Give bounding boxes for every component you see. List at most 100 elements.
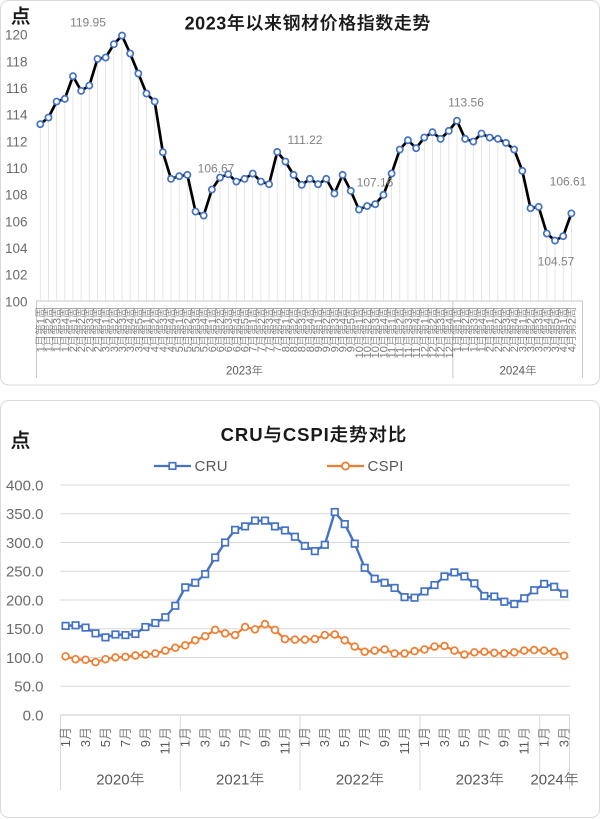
svg-text:2: 2 — [395, 318, 407, 324]
svg-text:3: 3 — [437, 740, 452, 747]
svg-text:116: 116 — [6, 81, 28, 96]
svg-text:5: 5 — [133, 318, 145, 324]
svg-text:102: 102 — [5, 268, 28, 283]
svg-text:3: 3 — [329, 318, 341, 324]
svg-text:3: 3 — [78, 740, 93, 747]
svg-text:1: 1 — [60, 346, 72, 352]
svg-text:3: 3 — [158, 318, 170, 324]
svg-text:1: 1 — [517, 318, 529, 324]
svg-text:9: 9 — [313, 346, 325, 352]
svg-text:3: 3 — [198, 740, 213, 747]
svg-text:9: 9 — [497, 740, 512, 747]
svg-text:2: 2 — [43, 318, 55, 324]
svg-text:3: 3 — [403, 318, 415, 324]
svg-text:5: 5 — [550, 318, 562, 324]
svg-text:11: 11 — [403, 347, 415, 358]
svg-text:3: 3 — [264, 318, 276, 324]
svg-text:2: 2 — [362, 318, 374, 324]
svg-text:11: 11 — [158, 741, 173, 755]
svg-text:3: 3 — [117, 318, 129, 324]
svg-text:4: 4 — [199, 318, 211, 324]
svg-text:2021: 2021 — [216, 772, 249, 789]
svg-text:2: 2 — [501, 346, 513, 352]
svg-text:2022: 2022 — [336, 772, 369, 789]
svg-text:10: 10 — [378, 346, 390, 358]
svg-text:9: 9 — [321, 346, 333, 352]
svg-text:7: 7 — [264, 346, 276, 352]
svg-text:11: 11 — [397, 741, 412, 755]
svg-text:2: 2 — [566, 318, 578, 324]
svg-text:2: 2 — [321, 318, 333, 324]
svg-text:1: 1 — [68, 318, 80, 324]
svg-text:2024: 2024 — [499, 366, 525, 378]
svg-text:2: 2 — [289, 318, 301, 324]
svg-text:1: 1 — [313, 318, 325, 324]
svg-text:3: 3 — [101, 346, 113, 352]
svg-text:4: 4 — [338, 318, 350, 324]
svg-text:5: 5 — [98, 740, 113, 747]
svg-text:5: 5 — [199, 346, 211, 352]
svg-text:4: 4 — [305, 318, 317, 324]
svg-text:4: 4 — [231, 318, 243, 324]
svg-text:1: 1 — [297, 740, 312, 747]
svg-text:2: 2 — [68, 346, 80, 352]
svg-text:5: 5 — [337, 740, 352, 747]
svg-text:150.0: 150.0 — [6, 621, 44, 638]
svg-text:118: 118 — [6, 54, 28, 69]
svg-text:3: 3 — [525, 346, 537, 352]
svg-text:2023: 2023 — [226, 366, 252, 378]
svg-text:4: 4 — [92, 318, 104, 324]
svg-text:10: 10 — [370, 346, 382, 358]
svg-text:4: 4 — [378, 318, 390, 324]
svg-text:5: 5 — [182, 346, 194, 352]
svg-text:112: 112 — [6, 134, 28, 149]
svg-text:3: 3 — [317, 740, 332, 747]
svg-text:2: 2 — [150, 318, 162, 324]
svg-text:120: 120 — [5, 28, 28, 43]
svg-text:200.0: 200.0 — [6, 592, 44, 609]
svg-text:1: 1 — [354, 318, 366, 324]
svg-text:1: 1 — [58, 740, 73, 747]
svg-text:2: 2 — [92, 346, 104, 352]
svg-text:CSPI: CSPI — [368, 458, 404, 475]
svg-text:50.0: 50.0 — [14, 679, 43, 696]
svg-text:6: 6 — [240, 346, 252, 352]
svg-text:2020: 2020 — [96, 772, 129, 789]
svg-text:9: 9 — [329, 346, 341, 352]
svg-text:1: 1 — [419, 318, 431, 324]
svg-text:106.67: 106.67 — [198, 161, 235, 175]
svg-text:4: 4 — [272, 318, 284, 324]
svg-text:2: 2 — [493, 346, 505, 352]
svg-text:2: 2 — [215, 318, 227, 324]
svg-text:5: 5 — [457, 740, 472, 747]
svg-text:3: 3 — [297, 318, 309, 324]
svg-text:10: 10 — [362, 346, 374, 358]
svg-text:1: 1 — [485, 318, 497, 324]
svg-text:3: 3 — [534, 346, 546, 352]
svg-text:300.0: 300.0 — [6, 535, 44, 552]
svg-text:1: 1 — [43, 346, 55, 352]
svg-text:250.0: 250.0 — [6, 564, 44, 581]
svg-text:12: 12 — [427, 346, 439, 358]
svg-text:8: 8 — [305, 346, 317, 352]
svg-text:1: 1 — [35, 346, 47, 352]
svg-text:1: 1 — [52, 346, 64, 352]
svg-text:3: 3 — [133, 346, 145, 352]
svg-text:3: 3 — [84, 318, 96, 324]
svg-text:1: 1 — [452, 318, 464, 324]
svg-text:12: 12 — [444, 346, 456, 358]
svg-text:114: 114 — [6, 108, 28, 123]
svg-text:4: 4 — [542, 318, 554, 324]
svg-text:110: 110 — [6, 161, 28, 176]
svg-text:7: 7 — [272, 346, 284, 352]
svg-text:1: 1 — [178, 740, 193, 747]
svg-text:3: 3 — [534, 318, 546, 324]
svg-text:104.57: 104.57 — [538, 254, 575, 268]
svg-text:6: 6 — [231, 346, 243, 352]
svg-text:5: 5 — [346, 318, 358, 324]
svg-text:400.0: 400.0 — [6, 477, 44, 494]
svg-text:1: 1 — [417, 740, 432, 747]
svg-text:100: 100 — [5, 294, 28, 309]
svg-text:100.0: 100.0 — [6, 650, 44, 667]
svg-text:8: 8 — [297, 346, 309, 352]
